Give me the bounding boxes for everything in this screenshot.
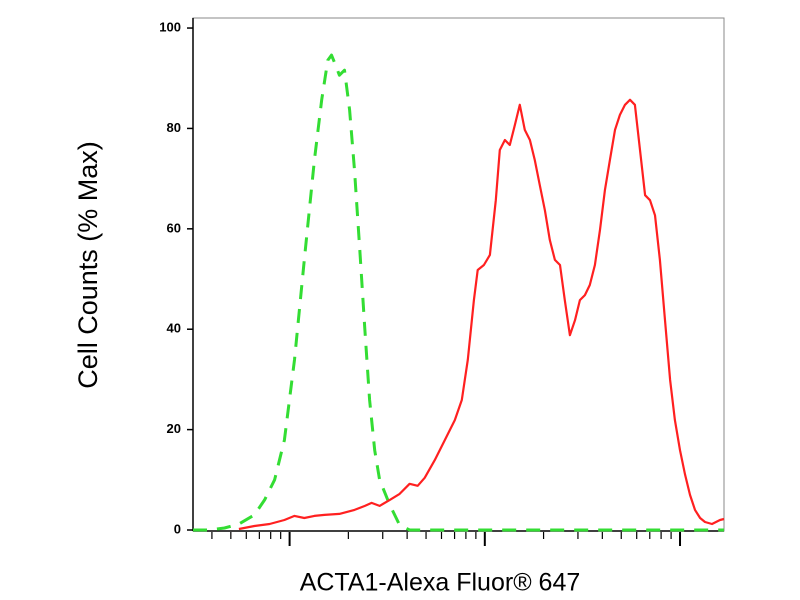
y-tick-label: 80 xyxy=(167,120,181,135)
y-axis-label: Cell Counts (% Max) xyxy=(73,141,103,389)
y-tick-label: 40 xyxy=(167,321,181,336)
y-tick-label: 100 xyxy=(159,19,181,34)
y-tick-label: 20 xyxy=(167,421,181,436)
series-line xyxy=(238,98,725,531)
series-line xyxy=(193,53,724,532)
y-tick-label: 60 xyxy=(167,220,181,235)
x-axis-label: ACTA1-Alexa Fluor® 647 xyxy=(300,569,581,597)
y-tick-label: 0 xyxy=(174,521,181,536)
plot-frame xyxy=(192,17,725,532)
